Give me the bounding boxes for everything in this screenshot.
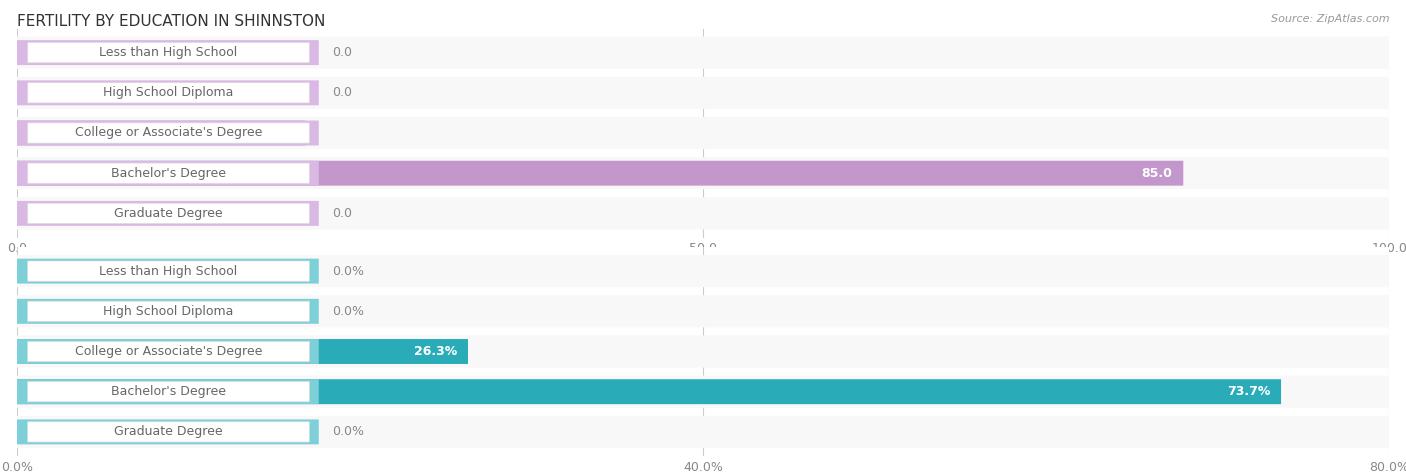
FancyBboxPatch shape bbox=[17, 416, 1389, 448]
FancyBboxPatch shape bbox=[28, 203, 309, 224]
FancyBboxPatch shape bbox=[17, 335, 1389, 368]
Text: College or Associate's Degree: College or Associate's Degree bbox=[75, 126, 262, 140]
Text: Less than High School: Less than High School bbox=[100, 46, 238, 59]
FancyBboxPatch shape bbox=[17, 157, 1389, 189]
FancyBboxPatch shape bbox=[17, 117, 1389, 149]
FancyBboxPatch shape bbox=[28, 381, 309, 402]
FancyBboxPatch shape bbox=[17, 197, 1389, 229]
Text: High School Diploma: High School Diploma bbox=[103, 305, 233, 318]
Text: 0.0: 0.0 bbox=[332, 207, 353, 220]
Text: Bachelor's Degree: Bachelor's Degree bbox=[111, 167, 226, 180]
FancyBboxPatch shape bbox=[17, 419, 319, 444]
FancyBboxPatch shape bbox=[17, 376, 1389, 408]
FancyBboxPatch shape bbox=[17, 255, 1389, 287]
Text: 0.0%: 0.0% bbox=[332, 305, 364, 318]
Text: 85.0: 85.0 bbox=[1142, 167, 1173, 180]
FancyBboxPatch shape bbox=[17, 161, 1184, 186]
FancyBboxPatch shape bbox=[28, 261, 309, 281]
FancyBboxPatch shape bbox=[28, 123, 309, 143]
FancyBboxPatch shape bbox=[17, 339, 468, 364]
Text: 0.0: 0.0 bbox=[332, 86, 353, 99]
Text: High School Diploma: High School Diploma bbox=[103, 86, 233, 99]
FancyBboxPatch shape bbox=[17, 339, 319, 364]
FancyBboxPatch shape bbox=[28, 83, 309, 103]
Text: Source: ZipAtlas.com: Source: ZipAtlas.com bbox=[1271, 14, 1389, 24]
Text: Graduate Degree: Graduate Degree bbox=[114, 207, 222, 220]
Text: 0.0%: 0.0% bbox=[332, 265, 364, 277]
FancyBboxPatch shape bbox=[17, 295, 1389, 327]
FancyBboxPatch shape bbox=[17, 77, 1389, 109]
Text: Graduate Degree: Graduate Degree bbox=[114, 426, 222, 438]
Text: 26.3%: 26.3% bbox=[413, 345, 457, 358]
FancyBboxPatch shape bbox=[17, 201, 319, 226]
FancyBboxPatch shape bbox=[28, 342, 309, 361]
FancyBboxPatch shape bbox=[17, 121, 319, 145]
FancyBboxPatch shape bbox=[17, 121, 305, 145]
Text: 0.0: 0.0 bbox=[332, 46, 353, 59]
Text: FERTILITY BY EDUCATION IN SHINNSTON: FERTILITY BY EDUCATION IN SHINNSTON bbox=[17, 14, 325, 29]
Text: 0.0%: 0.0% bbox=[332, 426, 364, 438]
Text: College or Associate's Degree: College or Associate's Degree bbox=[75, 345, 262, 358]
FancyBboxPatch shape bbox=[17, 379, 1281, 404]
FancyBboxPatch shape bbox=[28, 42, 309, 63]
FancyBboxPatch shape bbox=[28, 301, 309, 322]
FancyBboxPatch shape bbox=[17, 299, 319, 324]
FancyBboxPatch shape bbox=[17, 37, 1389, 69]
Text: 21.0: 21.0 bbox=[263, 126, 294, 140]
FancyBboxPatch shape bbox=[17, 80, 319, 105]
FancyBboxPatch shape bbox=[28, 163, 309, 183]
FancyBboxPatch shape bbox=[17, 161, 319, 186]
Text: 73.7%: 73.7% bbox=[1226, 385, 1270, 398]
FancyBboxPatch shape bbox=[17, 379, 319, 404]
FancyBboxPatch shape bbox=[17, 259, 319, 284]
FancyBboxPatch shape bbox=[17, 40, 319, 65]
FancyBboxPatch shape bbox=[28, 422, 309, 442]
Text: Bachelor's Degree: Bachelor's Degree bbox=[111, 385, 226, 398]
Text: Less than High School: Less than High School bbox=[100, 265, 238, 277]
